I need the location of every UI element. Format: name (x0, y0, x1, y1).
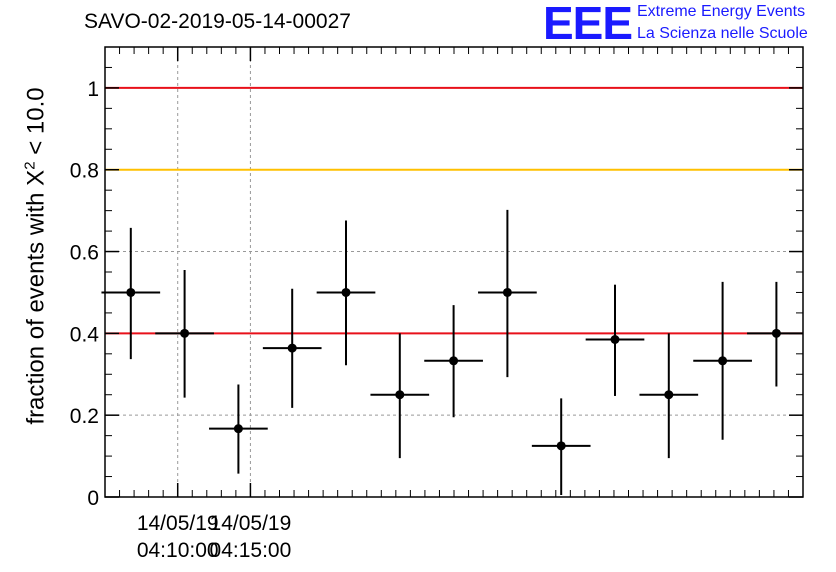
data-point (180, 328, 190, 338)
x-tick-label-time: 04:10:00 (137, 539, 219, 562)
data-point (395, 390, 405, 400)
chart-title: SAVO-02-2019-05-14-00027 (84, 10, 351, 33)
data-point (449, 356, 459, 366)
data-point (126, 287, 136, 297)
y-tick-label: 1 (87, 78, 99, 101)
x-tick-label-date: 14/05/19 (210, 512, 292, 535)
data-point (233, 424, 243, 434)
data-point (610, 335, 620, 344)
eee-logo: EEE (543, 0, 633, 49)
y-tick-label: 0.2 (70, 405, 99, 428)
logo-line-1: Extreme Energy Events (637, 3, 806, 20)
y-tick-label: 0.4 (70, 323, 100, 346)
x-tick-label-date: 14/05/19 (137, 512, 219, 535)
y-tick-label: 0.6 (70, 242, 99, 265)
data-point (771, 328, 781, 338)
data-point (287, 343, 297, 353)
data-point (664, 390, 674, 400)
data-point (502, 287, 512, 297)
data-point (341, 287, 351, 297)
data-point (718, 356, 728, 366)
data-point (556, 441, 566, 451)
x-tick-label-time: 04:15:00 (210, 539, 292, 562)
y-tick-label: 0 (87, 487, 99, 510)
logo-line-2: La Scienza nelle Scuole (637, 25, 808, 42)
y-tick-label: 0.8 (70, 160, 99, 183)
